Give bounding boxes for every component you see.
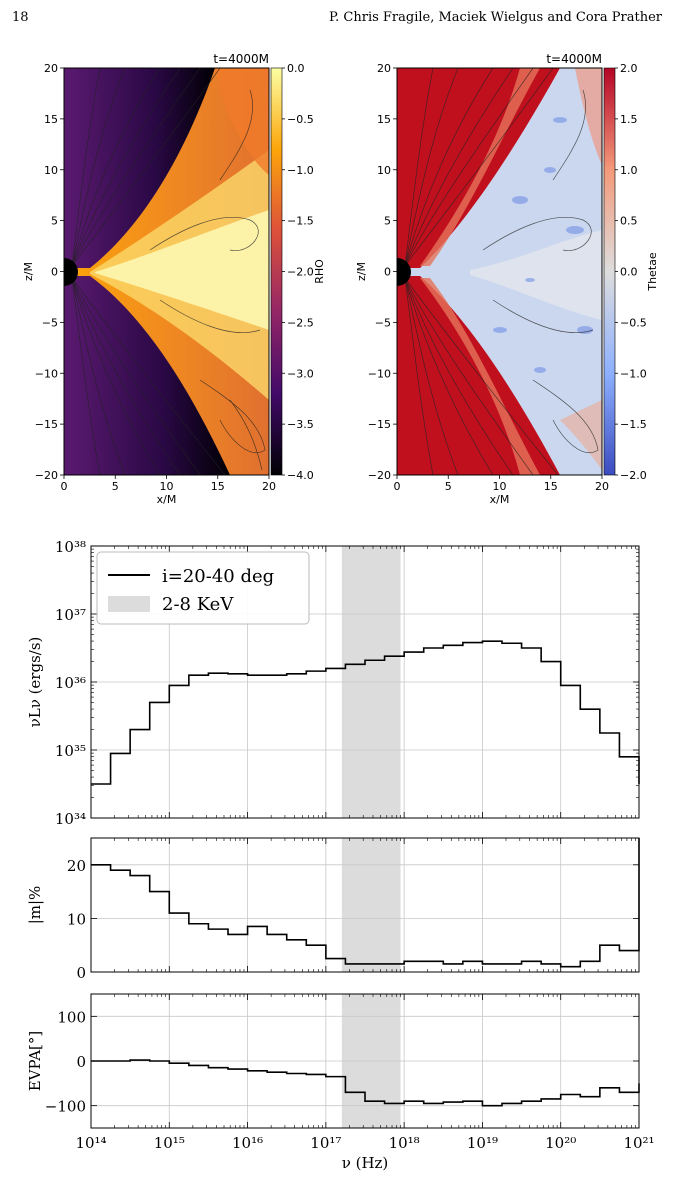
y-tick-label: 10³⁸: [55, 538, 86, 556]
y-axis-label: |m|%: [26, 886, 44, 925]
x-axis-label: x/M: [490, 493, 510, 506]
rho-colorbar: [270, 67, 283, 476]
x-tick-label: 10: [493, 480, 507, 493]
y-tick-label: −20: [35, 469, 58, 482]
colorbar-tick-label: −1.0: [620, 367, 647, 380]
y-tick-label: 15: [44, 113, 58, 126]
y-tick-label: 20: [377, 62, 391, 75]
y-tick-label: 10³⁶: [55, 674, 86, 692]
colorbar-tick-label: −3.0: [287, 367, 314, 380]
colorbar-tick-label: −1.0: [287, 164, 314, 177]
y-tick-label: 10³⁴: [55, 810, 86, 828]
running-header-authors: P. Chris Fragile, Maciek Wielgus and Cor…: [329, 10, 662, 25]
y-tick-label: 10: [67, 910, 86, 928]
colorbar-tick-label: 2.0: [620, 62, 638, 75]
y-tick-label: −10: [368, 367, 391, 380]
x-tick-label: 20: [262, 480, 276, 493]
colorbar-tick-label: −2.5: [287, 316, 314, 329]
y-tick-label: 5: [384, 215, 391, 228]
colorbar-tick-label: −2.0: [620, 469, 647, 482]
y-tick-label: 100: [57, 1008, 86, 1026]
y-axis-label: z/M: [22, 262, 35, 281]
x-tick-label: 10¹⁹: [467, 1134, 498, 1152]
sed-panel: 10³⁸ 10³⁷ 10³⁶ 10³⁵ 10³⁴ νLν (ergs/s): [26, 538, 640, 828]
y-tick-label: 0: [51, 266, 58, 279]
x-tick-label: 5: [445, 480, 452, 493]
colorbar-tick-label: −1.5: [620, 418, 647, 431]
y-tick-label: 10: [377, 164, 391, 177]
x-tick-label: 10: [160, 480, 174, 493]
colorbar-tick-label: −3.5: [287, 418, 314, 431]
energy-band: [341, 838, 401, 972]
x-tick-label: 15: [211, 480, 225, 493]
colorbar-tick-label: 0.0: [620, 266, 638, 279]
y-tick-label: 15: [377, 113, 391, 126]
colorbar-tick-label: −4.0: [287, 469, 314, 482]
colorbar-tick-label: −0.5: [620, 316, 647, 329]
colorbar-label: Thetae: [646, 252, 659, 292]
x-tick-label: 20: [595, 480, 609, 493]
colorbar-tick-label: 1.5: [620, 113, 638, 126]
y-tick-label: −100: [45, 1098, 86, 1116]
page-number: 18: [12, 10, 29, 25]
x-tick-label: 0: [61, 480, 68, 493]
y-tick-label: 20: [67, 857, 86, 875]
thetae-colorbar: [603, 67, 616, 476]
y-tick-label: 20: [44, 62, 58, 75]
y-tick-label: −10: [35, 367, 58, 380]
y-axis-label: z/M: [355, 262, 368, 281]
y-tick-label: 10: [44, 164, 58, 177]
heatmap-title: t=4000M: [213, 52, 269, 66]
colorbar-tick-label: −2.0: [287, 266, 314, 279]
y-tick-label: 0: [76, 1053, 86, 1071]
x-tick-label: 0: [394, 480, 401, 493]
colorbar-tick-label: 0.0: [287, 62, 305, 75]
y-tick-label: 10³⁷: [55, 606, 86, 624]
series-line: [91, 1059, 640, 1107]
x-tick-label: 15: [544, 480, 558, 493]
x-tick-label: 10¹⁶: [232, 1134, 263, 1152]
legend-entry-band: 2-8 KeV: [162, 594, 234, 615]
heatmap-title: t=4000M: [546, 52, 602, 66]
y-axis-label: EVPA[°]: [26, 1031, 44, 1092]
x-tick-label: 10¹⁸: [389, 1134, 420, 1152]
x-tick-label: 10²¹: [623, 1134, 654, 1152]
series-line: [91, 640, 640, 785]
y-tick-label: −20: [368, 469, 391, 482]
x-axis-label: x/M: [157, 493, 177, 506]
x-tick-label: 10¹⁴: [75, 1134, 106, 1152]
y-tick-label: 5: [51, 215, 58, 228]
colorbar-tick-label: −0.5: [287, 113, 314, 126]
colorbar-tick-label: 1.0: [620, 164, 638, 177]
y-tick-label: 10³⁵: [55, 742, 86, 760]
y-tick-label: 0: [76, 964, 86, 982]
legend: i=20-40 deg 2-8 KeV: [96, 551, 310, 625]
x-tick-label: 10¹⁷: [310, 1134, 341, 1152]
colorbar-tick-label: −1.5: [287, 215, 314, 228]
legend-entry-inclination: i=20-40 deg: [162, 566, 274, 587]
y-tick-label: −15: [368, 418, 391, 431]
polarization-degree-panel: 20 10 0 |m|%: [26, 837, 640, 982]
y-axis-label: νLν (ergs/s): [26, 637, 44, 728]
colorbar-tick-label: 0.5: [620, 215, 638, 228]
legend-band-swatch: [108, 596, 150, 612]
series-line: [91, 838, 640, 968]
plot-frame: [90, 837, 640, 973]
y-tick-label: −5: [42, 316, 58, 329]
x-tick-label: 10²⁰: [545, 1134, 576, 1152]
colorbar-label: RHO: [313, 259, 326, 284]
y-tick-label: −15: [35, 418, 58, 431]
y-tick-label: 0: [384, 266, 391, 279]
x-tick-label: 5: [112, 480, 119, 493]
x-tick-label: 10¹⁵: [154, 1134, 185, 1152]
y-tick-label: −5: [375, 316, 391, 329]
x-axis-label: ν (Hz): [342, 1154, 389, 1172]
